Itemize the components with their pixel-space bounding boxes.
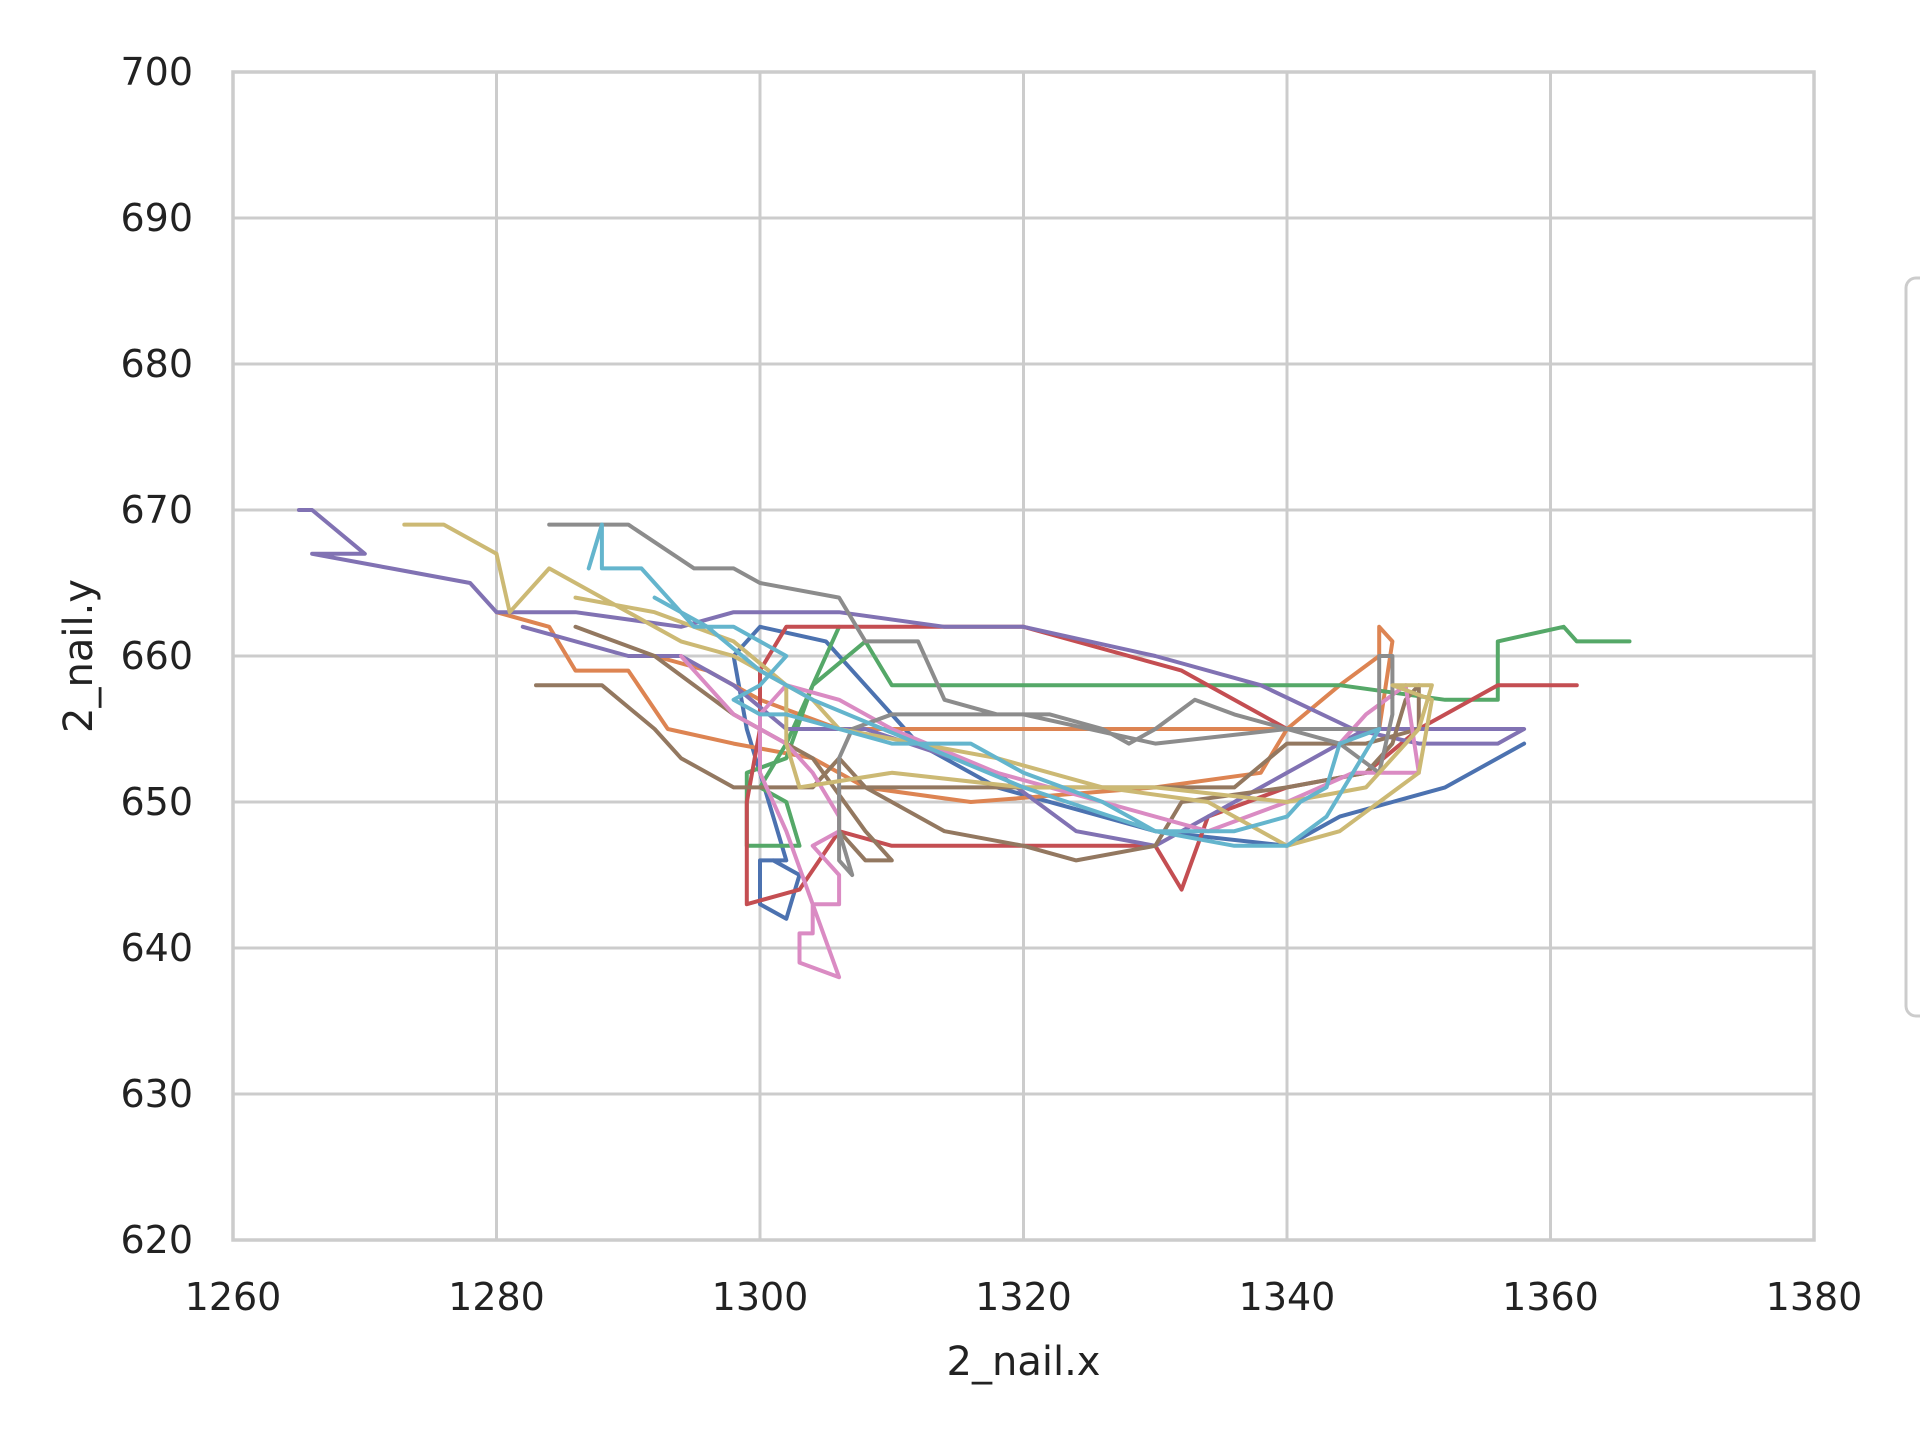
y-tick-label: 670 <box>120 488 193 532</box>
series-line-1 <box>731 624 1527 921</box>
legend-box <box>1904 276 1920 1018</box>
y-tick-label: 680 <box>120 342 193 386</box>
y-tick-label: 700 <box>120 50 193 94</box>
x-tick-label: 1300 <box>712 1275 809 1319</box>
x-tick-label: 1280 <box>448 1275 545 1319</box>
y-axis-title: 2_nail.y <box>56 579 102 733</box>
x-tick-label: 1320 <box>975 1275 1072 1319</box>
y-tick-label: 690 <box>120 196 193 240</box>
tick-labels: 1260 1280 1300 1320 1340 1360 1380 620 630 640 650… <box>120 50 1862 1319</box>
series-line-6 <box>534 624 1421 863</box>
series-line-4 <box>744 624 1579 907</box>
grid <box>231 70 1816 1242</box>
y-tick-label: 660 <box>120 634 193 678</box>
plot-frame <box>231 70 1816 1242</box>
y-tick-label: 640 <box>120 926 193 970</box>
x-tick-label: 1360 <box>1502 1275 1599 1319</box>
x-tick-label: 1340 <box>1239 1275 1336 1319</box>
x-tick-label: 1260 <box>185 1275 282 1319</box>
y-tick-label: 620 <box>120 1218 193 1262</box>
series-line-9 <box>402 522 1434 848</box>
series-line-10 <box>586 522 1382 848</box>
y-tick-label: 630 <box>120 1072 193 1116</box>
series-line-8 <box>547 522 1395 877</box>
x-tick-label: 1380 <box>1766 1275 1863 1319</box>
x-axis-title: 2_nail.x <box>947 1339 1101 1385</box>
series-line-7 <box>679 654 1421 980</box>
y-tick-label: 650 <box>120 780 193 824</box>
series-lines <box>296 508 1632 980</box>
series-line-3 <box>744 624 1632 848</box>
